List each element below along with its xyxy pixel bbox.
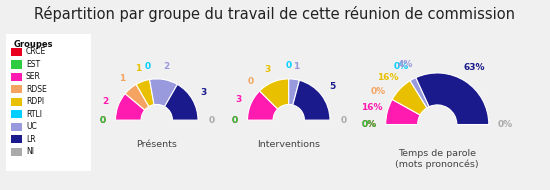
Text: 0: 0 [247,77,254,86]
Wedge shape [136,79,154,107]
Text: 0%: 0% [394,62,409,71]
Text: 1: 1 [119,74,125,83]
Wedge shape [289,79,299,105]
Text: Interventions: Interventions [257,140,320,149]
Text: 2: 2 [102,97,109,106]
Bar [10,135,21,143]
Wedge shape [150,79,177,107]
Text: 3: 3 [265,65,271,74]
Text: 0: 0 [231,116,238,125]
Text: Présents: Présents [136,140,177,149]
Wedge shape [410,78,429,108]
Text: RDSE: RDSE [26,85,47,94]
Text: 3: 3 [201,88,207,97]
Text: 0: 0 [99,116,106,125]
Text: RDPI: RDPI [26,97,44,106]
Text: Répartition par groupe du travail de cette réunion de commission: Répartition par groupe du travail de cet… [35,6,515,22]
Wedge shape [293,80,330,120]
Wedge shape [164,84,198,120]
Text: 5: 5 [329,82,335,91]
Bar [10,123,21,131]
Text: EST: EST [26,60,40,69]
Text: 0: 0 [99,116,106,125]
Text: SER: SER [26,72,41,81]
Text: 0: 0 [231,116,238,125]
Wedge shape [416,73,489,124]
Text: 16%: 16% [361,103,382,112]
Text: 63%: 63% [463,63,485,72]
Text: 4%: 4% [398,60,413,69]
Text: 0%: 0% [362,120,377,129]
Text: 1: 1 [135,64,141,74]
Wedge shape [386,99,420,124]
Wedge shape [248,91,278,120]
FancyBboxPatch shape [3,30,94,175]
Text: Groupes: Groupes [14,40,53,49]
Text: NI: NI [26,147,34,156]
Wedge shape [392,81,427,115]
Wedge shape [116,94,145,120]
Wedge shape [260,79,289,109]
Text: 2: 2 [163,62,169,71]
Bar [10,60,21,69]
Text: 0%: 0% [370,87,386,96]
Text: UC: UC [26,122,37,131]
Text: 1: 1 [293,62,299,71]
Bar [10,98,21,106]
Text: RTLI: RTLI [26,110,42,119]
Text: 0: 0 [208,116,214,125]
Text: 0: 0 [144,62,150,71]
Wedge shape [125,84,149,110]
Text: CRCE: CRCE [26,48,46,56]
Text: 0: 0 [340,116,346,125]
Bar [10,48,21,56]
Text: 16%: 16% [377,73,399,82]
Text: LR: LR [26,135,36,144]
Text: 0: 0 [285,61,292,70]
Text: Temps de parole
(mots prononcés): Temps de parole (mots prononcés) [395,149,479,169]
Bar [10,73,21,81]
Bar [10,110,21,118]
Bar [10,85,21,93]
Text: 3: 3 [235,95,241,104]
Text: 0%: 0% [362,120,377,129]
Text: 0%: 0% [498,120,513,129]
Bar [10,148,21,156]
